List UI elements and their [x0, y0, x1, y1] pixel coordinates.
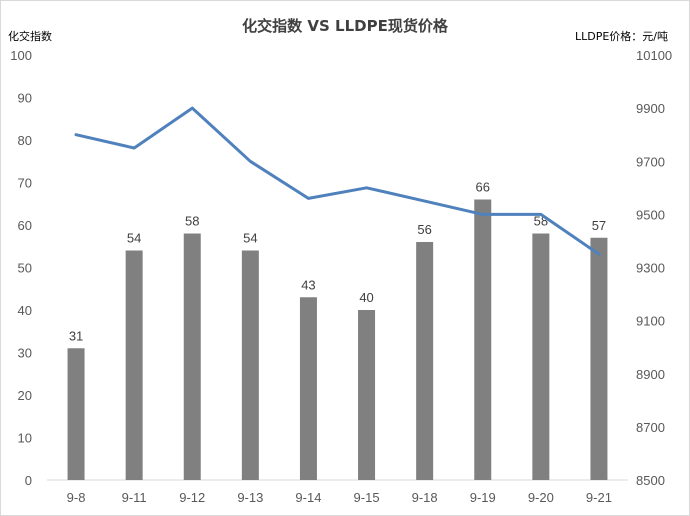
bar-data-label: 31 [69, 328, 83, 343]
bar [532, 233, 550, 480]
bar-data-label: 57 [592, 218, 606, 233]
left-tick-label: 10 [18, 431, 32, 446]
left-tick-label: 70 [18, 176, 32, 191]
left-tick-label: 40 [18, 303, 32, 318]
right-tick-label: 9500 [636, 207, 665, 222]
category-label: 9-12 [179, 490, 205, 505]
category-label: 9-8 [67, 490, 86, 505]
bar [299, 297, 317, 480]
category-label: 9-18 [412, 490, 438, 505]
right-tick-label: 9900 [636, 101, 665, 116]
right-axis-ticks: 8500 8700 8900 9100 9300 9500 9700 9900 10100 [636, 48, 672, 488]
price-line [74, 106, 601, 256]
bar [241, 250, 259, 480]
bar-data-label: 54 [127, 231, 141, 246]
line-series [74, 106, 601, 256]
bar [416, 242, 434, 480]
right-tick-label: 9700 [636, 154, 665, 169]
bar [125, 250, 143, 480]
right-tick-label: 10100 [636, 48, 672, 63]
right-tick-label: 9300 [636, 261, 665, 276]
bar-series [67, 199, 608, 480]
chart-title: 化交指数 VS LLDPE现货价格 [242, 17, 449, 35]
category-label: 9-19 [470, 490, 496, 505]
left-axis-title: 化交指数 [8, 29, 52, 43]
left-tick-label: 0 [25, 473, 32, 488]
left-axis-ticks: 0 10 20 30 40 50 60 70 80 90 100 [10, 48, 32, 488]
bar-data-label: 66 [476, 180, 490, 195]
right-tick-label: 8500 [636, 473, 665, 488]
category-label: 9-20 [528, 490, 554, 505]
category-label: 9-11 [122, 490, 147, 505]
bar-data-label: 43 [301, 277, 315, 292]
category-label: 9-14 [295, 490, 321, 505]
right-axis-title: LLDPE价格：元/吨 [575, 29, 668, 43]
bar-data-label: 54 [243, 231, 257, 246]
category-label: 9-21 [586, 490, 612, 505]
right-tick-label: 8700 [636, 420, 665, 435]
left-tick-label: 20 [18, 388, 32, 403]
left-tick-label: 30 [18, 346, 32, 361]
bar-data-label: 40 [359, 290, 373, 305]
bar [183, 233, 201, 480]
category-labels: 9-8 9-11 9-12 9-13 9-14 9-15 9-18 9-19 9-20 9-21 [67, 490, 612, 505]
bar-data-label: 58 [185, 214, 199, 229]
left-tick-label: 100 [10, 48, 32, 63]
left-tick-label: 80 [18, 133, 32, 148]
bar [590, 237, 608, 480]
bar [474, 199, 492, 480]
left-tick-label: 60 [18, 218, 32, 233]
left-tick-label: 90 [18, 91, 32, 106]
right-tick-label: 9100 [636, 314, 665, 329]
right-tick-label: 8900 [636, 367, 665, 382]
category-label: 9-15 [354, 490, 380, 505]
bar [67, 348, 85, 480]
category-label: 9-13 [237, 490, 263, 505]
bar-data-label: 56 [417, 222, 431, 237]
left-tick-label: 50 [18, 261, 32, 276]
bar [358, 310, 376, 480]
